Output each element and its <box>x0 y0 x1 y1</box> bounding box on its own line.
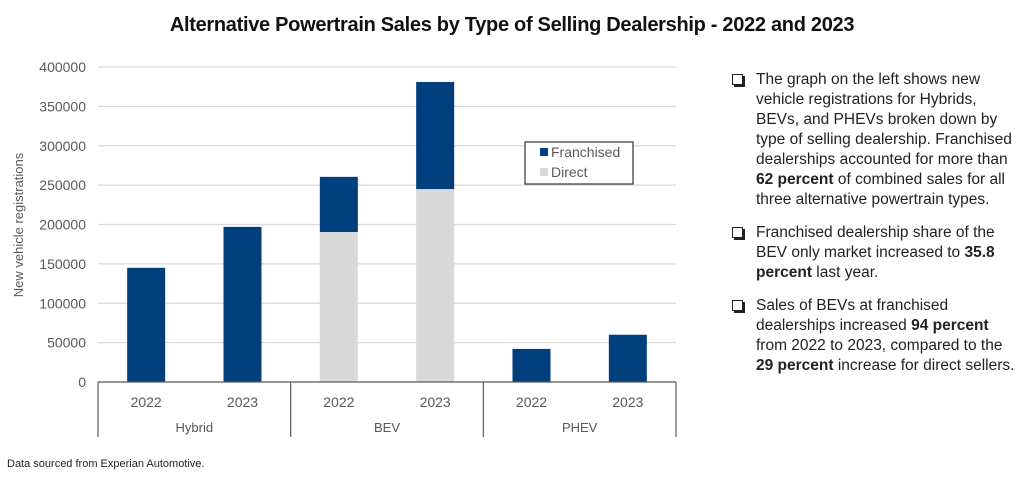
bar-direct-bev-2022 <box>319 231 358 382</box>
y-tick-label: 200000 <box>39 217 86 233</box>
note-text: The graph on the left shows new vehicle … <box>756 70 1022 210</box>
legend-swatch-franchised <box>540 148 548 156</box>
legend-label-franchised: Franchised <box>551 144 620 160</box>
x-tick-label: 2023 <box>420 394 451 410</box>
bar-franchised-bev-2023 <box>416 81 455 190</box>
chart-title: Alternative Powertrain Sales by Type of … <box>169 14 855 36</box>
note-segment: of combined sales for all three alternat… <box>756 171 1005 208</box>
note-text: Franchised dealership share of the BEV o… <box>756 223 1022 283</box>
bar-franchised-hybrid-2023 <box>223 226 262 382</box>
note-segment: The graph on the left shows new vehicle … <box>756 71 1012 168</box>
legend-swatch-direct <box>540 168 548 176</box>
bar-franchised-phev-2023 <box>608 334 647 382</box>
y-axis-label: New vehicle registrations <box>11 152 26 297</box>
x-tick-label: 2022 <box>516 394 547 410</box>
checkbox-bullet-icon <box>732 70 756 210</box>
note-text: Sales of BEVs at franchised dealerships … <box>756 296 1022 376</box>
bar-franchised-bev-2022 <box>319 176 358 232</box>
note-item: Franchised dealership share of the BEV o… <box>732 223 1022 283</box>
y-tick-label: 50000 <box>47 335 86 351</box>
note-highlight: 35.8 percent <box>756 244 995 281</box>
source-note: Data sourced from Experian Automotive. <box>7 458 205 470</box>
note-segment: last year. <box>812 264 879 281</box>
x-group-label: PHEV <box>562 420 598 435</box>
note-item: The graph on the left shows new vehicle … <box>732 70 1022 210</box>
x-tick-label: 2022 <box>131 394 162 410</box>
y-tick-label: 0 <box>78 374 86 390</box>
note-item: Sales of BEVs at franchised dealerships … <box>732 296 1022 376</box>
x-tick-label: 2023 <box>612 394 643 410</box>
y-axis-ticks: 0 50000 100000 150000 200000 250000 300000 3500… <box>39 59 86 390</box>
y-tick-label: 400000 <box>39 59 86 75</box>
bars <box>127 81 647 382</box>
y-tick-label: 250000 <box>39 177 86 193</box>
x-tick-label: 2023 <box>227 394 258 410</box>
note-segment: Franchised dealership share of the BEV o… <box>756 224 995 261</box>
legend: Franchised Direct <box>524 141 634 185</box>
x-group-label: BEV <box>374 420 400 435</box>
y-tick-label: 150000 <box>39 256 86 272</box>
bar-franchised-phev-2022 <box>512 348 551 382</box>
gridlines <box>98 66 676 344</box>
bar-franchised-hybrid-2022 <box>127 267 166 382</box>
note-highlight: 62 percent <box>756 171 834 188</box>
x-group-label: Hybrid <box>176 420 214 435</box>
y-tick-label: 350000 <box>39 98 86 114</box>
checkbox-bullet-icon <box>732 296 756 376</box>
checkbox-bullet-icon <box>732 223 756 283</box>
note-highlight: 29 percent <box>756 357 834 374</box>
y-tick-label: 100000 <box>39 295 86 311</box>
y-tick-label: 300000 <box>39 138 86 154</box>
notes-panel: The graph on the left shows new vehicle … <box>732 70 1022 389</box>
x-axis: 2022 2023 Hybrid 2022 2023 BEV 2022 2023 PHEV <box>97 381 677 437</box>
x-tick-label: 2022 <box>323 394 354 410</box>
note-highlight: 94 percent <box>911 317 989 334</box>
legend-label-direct: Direct <box>551 164 588 180</box>
note-segment: Sales of BEVs at franchised dealerships … <box>756 297 949 334</box>
bar-direct-bev-2023 <box>416 189 455 382</box>
note-segment: from 2022 to 2023, compared to the <box>756 337 1003 354</box>
note-segment: increase for direct sellers. <box>833 357 1015 374</box>
